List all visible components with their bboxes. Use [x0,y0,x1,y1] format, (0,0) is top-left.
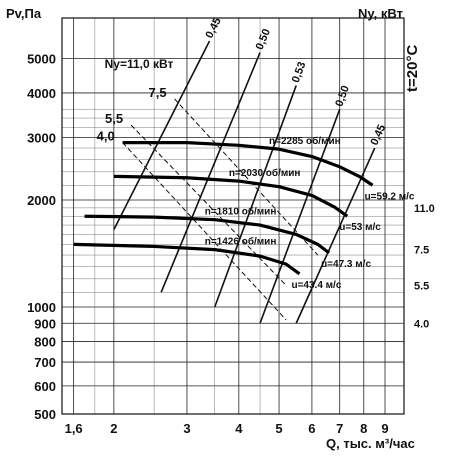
speed-curve [122,141,374,187]
x-tick-label: 5 [275,421,282,436]
speed-curve [113,174,349,218]
efficiency-label: 0,45 [203,16,223,41]
tip-speed-label: u=47.3 м/с [321,259,371,270]
y-tick-label: 2000 [27,193,56,208]
efficiency-line [259,108,341,324]
efficiency-line [113,40,211,231]
x-tick-label: 9 [381,421,388,436]
right-axis-label: 4.0 [414,318,429,330]
y-tick-label: 500 [34,407,56,422]
y-tick-label: 800 [34,334,56,349]
y-tick-label: 1000 [27,300,56,315]
power-line-label: 7,5 [149,85,167,100]
speed-curve [73,242,301,276]
power-axis-label: Ny, кВт [358,6,403,21]
speed-curve-label: n=2285 об/мин [269,135,341,147]
x-tick-label: 2 [110,421,117,436]
right-axis-label: 5.5 [414,280,429,292]
power-line [122,142,287,321]
temperature-label: t=20°C [404,44,421,92]
x-axis-label: Q, тыс. м³/час [326,436,415,451]
efficiency-line [295,147,376,324]
power-note: Ny=11,0 кВт [105,57,174,71]
power-lines: 7,5 5,5 4,0 [97,85,319,321]
speed-curves: n=2285 об/мин u=59.2 м/с n=2030 об/мин u=53… [73,135,415,291]
x-tick-label: 4 [235,421,243,436]
efficiency-label: 0,53 [290,60,309,84]
x-tick-label: 1,6 [65,421,83,436]
right-axis-label: 7.5 [414,245,429,257]
efficiency-label: 0,50 [254,27,273,51]
tip-speed-label: u=53 м/с [339,222,381,233]
grid-lines [62,18,404,415]
y-tick-label: 700 [34,355,56,370]
y-tick-label: 600 [34,379,56,394]
speed-curve-label: n=1810 об/мин [205,206,277,218]
plot-frame [61,17,405,415]
efficiency-line [213,85,297,308]
right-axis-label: 11.0 [414,203,435,215]
plot-border [61,17,405,415]
y-axis-label: Pv,Па [6,6,42,21]
y-tick-label: 4000 [27,86,56,101]
tip-speed-label: u=59.2 м/с [365,191,415,202]
power-line [130,124,287,286]
efficiency-line [160,52,261,293]
y-tick-label: 900 [34,316,56,331]
x-tick-label: 7 [336,421,343,436]
tip-speed-label: u=43.4 м/с [291,280,341,291]
power-line [174,98,319,256]
efficiency-label: 0,50 [333,84,352,108]
y-tick-label: 3000 [27,130,56,145]
y-tick-label: 5000 [27,52,56,67]
efficiency-lines: 0,45 0,500,530,500,45 [113,16,388,324]
speed-curve [84,214,331,255]
speed-curve-label: n=2030 об/мин [229,167,301,179]
power-line-label: 5,5 [105,111,123,126]
x-tick-label: 6 [308,421,315,436]
x-tick-label: 8 [360,421,367,436]
x-tick-label: 3 [183,421,190,436]
power-line-label: 4,0 [97,129,115,144]
speed-curve-label: n=1426 об/мин [205,236,277,248]
